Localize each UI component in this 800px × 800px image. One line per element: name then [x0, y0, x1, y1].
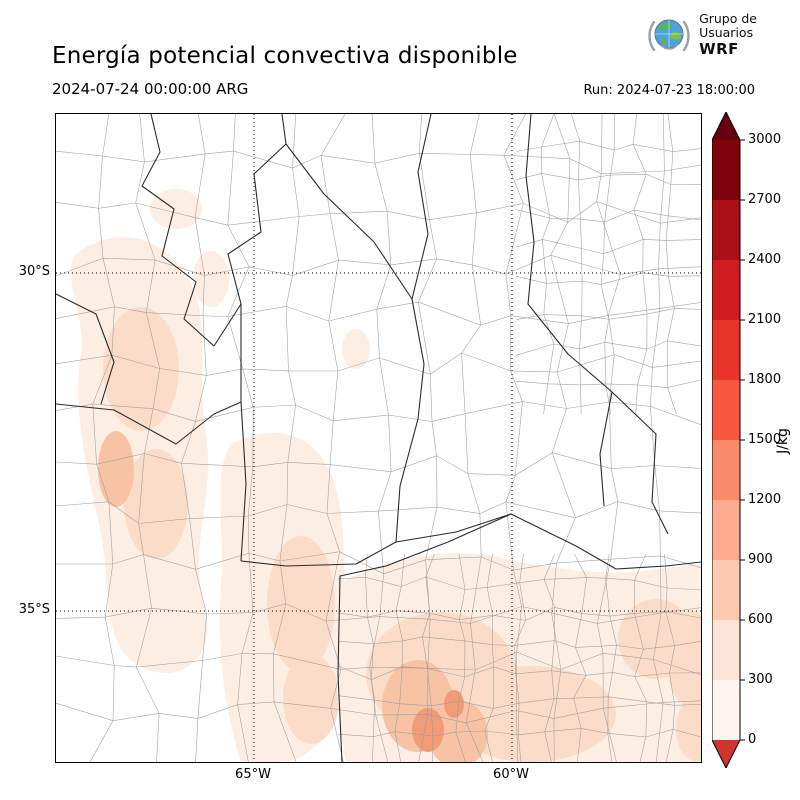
lon-tick-65w: 65°W	[235, 767, 271, 782]
logo-text-line2: Usuarios	[699, 25, 754, 41]
province-boundaries	[56, 114, 701, 762]
valid-time-label: 2024-07-24 00:00:00 ARG	[52, 80, 249, 98]
page-title: Energía potencial convectiva disponible	[52, 43, 518, 70]
colorbar-segment	[712, 620, 740, 680]
lat-tick-30s: 30°S	[18, 264, 50, 279]
colorbar-segment	[712, 500, 740, 560]
colorbar-tick-1200: 1200	[748, 492, 782, 507]
colorbar	[712, 112, 745, 768]
colorbar-segment	[712, 440, 740, 500]
colorbar-tick-0: 0	[748, 732, 757, 747]
department-boundaries	[56, 114, 701, 762]
wrf-logo: Grupo de Usuarios WRF	[646, 11, 757, 58]
lat-tick-35s: 35°S	[18, 602, 50, 617]
run-time-label: Run: 2024-07-23 18:00:00	[583, 83, 755, 98]
colorbar-segment	[712, 680, 740, 740]
map-area	[55, 113, 702, 763]
colorbar-unit-label: J/kg	[775, 428, 791, 454]
colorbar-over-arrow	[712, 112, 740, 140]
colorbar-tick-900: 900	[748, 552, 773, 567]
colorbar-segment	[712, 560, 740, 620]
colorbar-tick-3000: 3000	[748, 132, 782, 147]
colorbar-tick-1800: 1800	[748, 372, 782, 387]
colorbar-tick-2700: 2700	[748, 192, 782, 207]
colorbar-segment	[712, 200, 740, 260]
colorbar-tickmarks	[740, 139, 745, 741]
cape-map	[56, 114, 701, 762]
colorbar-tick-2400: 2400	[748, 252, 782, 267]
colorbar-tick-1500: 1500	[748, 432, 782, 447]
graticule-gridlines	[56, 114, 701, 762]
cape-shading	[71, 189, 701, 762]
logo-text-wrf: WRF	[699, 39, 739, 58]
logo-text: Grupo de Usuarios WRF	[699, 11, 757, 58]
colorbar-segment	[712, 380, 740, 440]
colorbar-under-arrow	[712, 740, 740, 768]
colorbar-tick-300: 300	[748, 672, 773, 687]
colorbar-segment	[712, 260, 740, 320]
colorbar-tick-2100: 2100	[748, 312, 782, 327]
colorbar-tick-600: 600	[748, 612, 773, 627]
lon-tick-60w: 60°W	[493, 767, 529, 782]
colorbar-segment	[712, 140, 740, 200]
globe-icon	[648, 19, 690, 52]
colorbar-segment	[712, 320, 740, 380]
logo-text-line1: Grupo de	[699, 11, 757, 26]
